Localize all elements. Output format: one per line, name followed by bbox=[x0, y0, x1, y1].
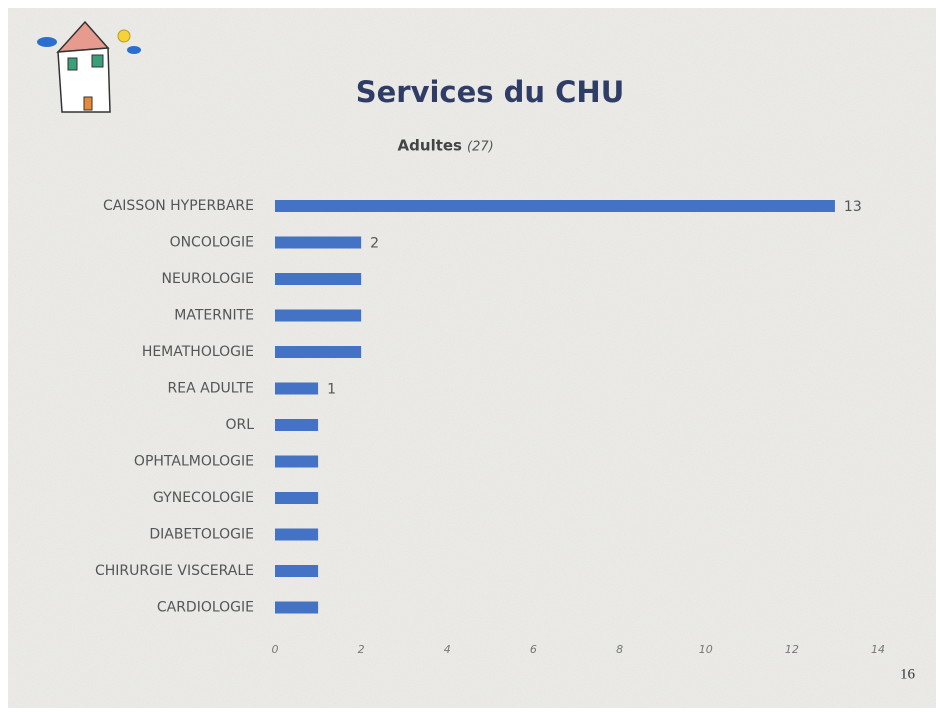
chart-title: Services du CHU bbox=[356, 75, 625, 109]
subtitle-note: (27) bbox=[467, 140, 494, 155]
slide: Services du CHU Adultes (27) 16 0 2 4 6 8 10 1… bbox=[0, 0, 944, 717]
x-tick-label: 6 bbox=[530, 643, 537, 656]
x-tick-label: 12 bbox=[785, 643, 799, 656]
bar bbox=[275, 237, 361, 249]
y-tick-label: ONCOLOGIE bbox=[170, 235, 254, 251]
bar bbox=[275, 529, 318, 541]
y-tick-label: CHIRURGIE VISCERALE bbox=[95, 563, 254, 579]
y-tick-label: HEMATHOLOGIE bbox=[142, 344, 254, 360]
y-tick-label: MATERNITE bbox=[174, 308, 254, 324]
y-tick-label: DIABETOLOGIE bbox=[149, 527, 254, 543]
bar bbox=[275, 346, 361, 358]
bar bbox=[275, 273, 361, 285]
bar bbox=[275, 492, 318, 504]
y-tick-label: ORL bbox=[225, 417, 254, 433]
y-tick-label: GYNECOLOGIE bbox=[153, 490, 254, 506]
x-tick-label: 0 bbox=[272, 643, 279, 656]
bar bbox=[275, 456, 318, 468]
data-label: 2 bbox=[370, 236, 379, 252]
bar bbox=[275, 419, 318, 431]
bar bbox=[275, 200, 835, 212]
bar bbox=[275, 602, 318, 614]
y-tick-label: REA ADULTE bbox=[168, 381, 254, 397]
x-tick-label: 8 bbox=[616, 643, 623, 656]
bar bbox=[275, 310, 361, 322]
data-label: 13 bbox=[844, 199, 862, 215]
page: Services du CHU Adultes (27) 16 0 2 4 6 8 10 1… bbox=[0, 0, 944, 717]
y-tick-label: CARDIOLOGIE bbox=[157, 600, 254, 616]
bar bbox=[275, 565, 318, 577]
y-tick-label: NEUROLOGIE bbox=[162, 271, 254, 287]
data-label: 1 bbox=[327, 382, 336, 398]
x-tick-label: 2 bbox=[358, 643, 365, 656]
y-tick-label: OPHTALMOLOGIE bbox=[134, 454, 254, 470]
x-tick-label: 4 bbox=[444, 643, 451, 656]
y-tick-label: CAISSON HYPERBARE bbox=[103, 198, 254, 214]
page-number: 16 bbox=[900, 666, 916, 682]
x-tick-label: 14 bbox=[871, 643, 885, 656]
subtitle: Adultes bbox=[398, 137, 463, 155]
bar bbox=[275, 383, 318, 395]
x-tick-label: 10 bbox=[699, 643, 713, 656]
